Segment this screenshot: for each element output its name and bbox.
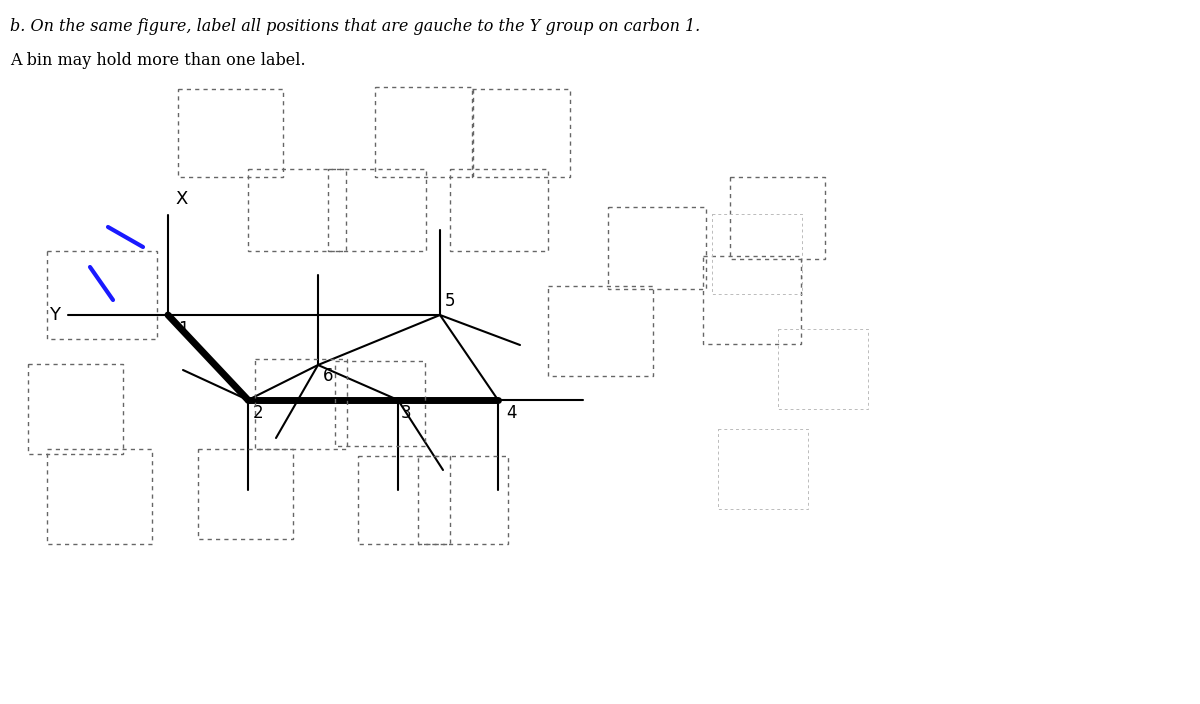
Text: 1: 1 <box>178 320 188 338</box>
Text: 6: 6 <box>323 367 334 385</box>
Text: X: X <box>175 190 187 208</box>
Text: 4: 4 <box>506 404 516 422</box>
Text: A bin may hold more than one label.: A bin may hold more than one label. <box>10 52 306 69</box>
Text: Y: Y <box>49 306 60 324</box>
Text: b. On the same figure, label all positions that are gauche to the Y group on car: b. On the same figure, label all positio… <box>10 18 701 35</box>
Text: 2: 2 <box>253 404 264 422</box>
Text: 3: 3 <box>401 404 412 422</box>
Text: 5: 5 <box>445 292 456 310</box>
